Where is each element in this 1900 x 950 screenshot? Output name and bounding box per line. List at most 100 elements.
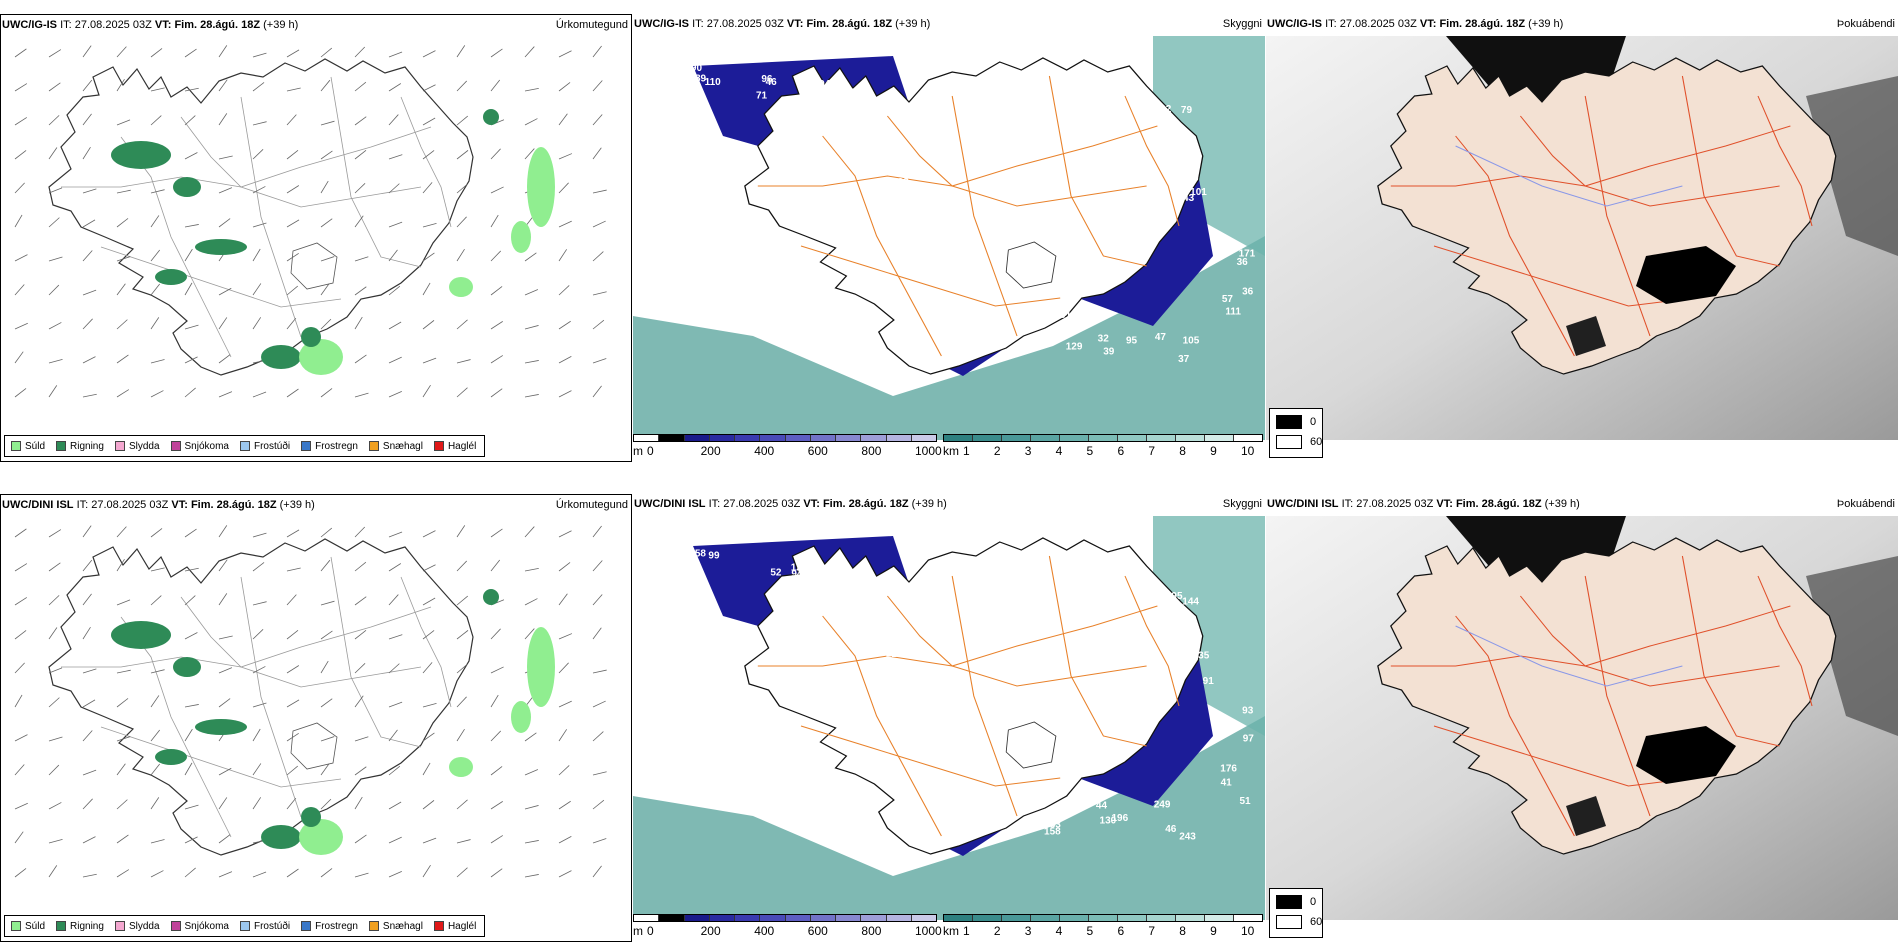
wind-barb (150, 839, 165, 844)
wind-barb (320, 660, 329, 674)
wind-barb (82, 250, 93, 262)
wind-barb (184, 356, 198, 364)
wind-barb (116, 669, 131, 674)
cloud-base-value: 33 (1050, 819, 1062, 830)
precip-area (111, 141, 171, 169)
cloud-base-colorbar: m 0 200 400 600 800 1000 (633, 914, 942, 940)
wind-barb (456, 319, 468, 330)
wind-barb (116, 119, 131, 126)
cloud-base-value: 90 (691, 63, 703, 74)
variable-name: Þokuábendi (1836, 498, 1895, 510)
wind-barb (388, 356, 402, 364)
legend-item: Frostregn (301, 921, 358, 932)
river-line (1455, 625, 1683, 687)
wind-barb (48, 284, 60, 296)
wind-barb (218, 667, 233, 674)
wind-barb (456, 595, 468, 606)
wind-barb (14, 528, 27, 538)
wind-barb (218, 698, 231, 708)
colorbar-tick-label: 1 (963, 444, 970, 458)
cloud-base-value: 51 (1239, 796, 1251, 807)
wind-barb (286, 388, 299, 398)
colorbar-tick-label: 0 (647, 924, 654, 938)
wind-barb (48, 115, 60, 126)
wind-barb (150, 87, 165, 92)
colorbar-tick-label: 400 (754, 444, 775, 458)
wind-barb (422, 662, 433, 674)
wind-barb (218, 155, 233, 160)
wind-barb (218, 797, 228, 810)
colorbar-tick-label: 4 (1055, 444, 1063, 458)
wind-barb (320, 559, 331, 572)
cloud-base-value: 91 (826, 579, 838, 590)
cloud-base-value: 46 (1157, 609, 1169, 620)
wind-barb (558, 182, 569, 194)
precip-area (511, 221, 531, 253)
wind-barb (592, 114, 603, 126)
wind-barb (422, 252, 435, 262)
road-line (1455, 135, 1575, 357)
fog-legend-item: 0 (1276, 415, 1316, 429)
cloud-base-value: 129 (1066, 341, 1083, 352)
colorbar-tick-label: 600 (807, 444, 828, 458)
colorbar-tick-label: 800 (861, 924, 882, 938)
wind-barb (320, 630, 333, 640)
wind-barb (48, 217, 60, 228)
legend-swatch (301, 921, 312, 931)
wind-barb (14, 388, 27, 398)
colorbar-tick-label: 5 (1086, 924, 1094, 938)
wind-barb (422, 630, 435, 640)
legend-swatch (114, 921, 125, 931)
wind-barb (286, 529, 300, 538)
fog-legend: 0 60 (1269, 888, 1323, 938)
legend-item: Frostúði (239, 441, 290, 452)
wind-barb (116, 869, 130, 878)
wind-barb (490, 766, 503, 776)
precip-type-legend: Súld Rigning Slydda Snjókoma Frostúði Frostre… (4, 435, 486, 457)
wind-barb (558, 729, 568, 742)
cloud-base-value: 96 (761, 74, 773, 85)
wind-barb (14, 351, 24, 364)
colorbar-tick-label: 8 (1179, 924, 1186, 938)
wind-barb (48, 322, 62, 330)
wind-barb (456, 728, 465, 742)
road-line (1519, 595, 1791, 667)
fog-area (1636, 246, 1736, 304)
cloud-base-value: 96 (990, 334, 1002, 345)
cloud-base-value: 40 (840, 111, 852, 122)
wind-barb (82, 873, 97, 878)
wind-barb (218, 767, 232, 776)
wind-barb (354, 596, 367, 606)
wind-barb (456, 525, 466, 538)
legend-item: Súld (11, 921, 45, 932)
wind-barb (116, 763, 126, 776)
wind-barb (524, 598, 538, 606)
glacier-outline (1005, 241, 1057, 289)
wind-barb (388, 183, 400, 194)
cloud-visibility-map: 90 96 94 94 93 202 101 275 111 105 95 101 97 110 46 40 9… (633, 36, 1265, 440)
wind-barb (490, 321, 503, 330)
wind-barb (116, 46, 127, 58)
wind-barb (490, 730, 502, 742)
wind-barb (320, 256, 335, 262)
wind-barb (14, 662, 25, 674)
wind-barb (252, 317, 262, 330)
wind-barb (116, 218, 129, 228)
fog-legend-item: 60 (1276, 435, 1322, 449)
wind-barb (150, 567, 165, 572)
cloud-base-value: 181 (1045, 808, 1062, 819)
legend-item: Frostúði (239, 921, 290, 932)
wind-barb (116, 599, 131, 606)
road-line (1455, 615, 1575, 837)
panel-clouds-row2: UWC/DINI ISL IT: 27.08.2025 03Z VT: Fim.… (633, 494, 1265, 942)
wind-barb (82, 188, 97, 194)
cloud-base-value: 114 (693, 524, 710, 535)
wind-barb (252, 763, 262, 776)
cloud-base-value: 130 (1100, 816, 1117, 827)
cloud-base-value: 100 (891, 649, 908, 660)
wind-barb (286, 567, 301, 572)
legend-swatch (301, 441, 312, 451)
wind-barb (422, 117, 436, 126)
wind-barb (320, 698, 333, 708)
wind-barb (320, 218, 333, 228)
